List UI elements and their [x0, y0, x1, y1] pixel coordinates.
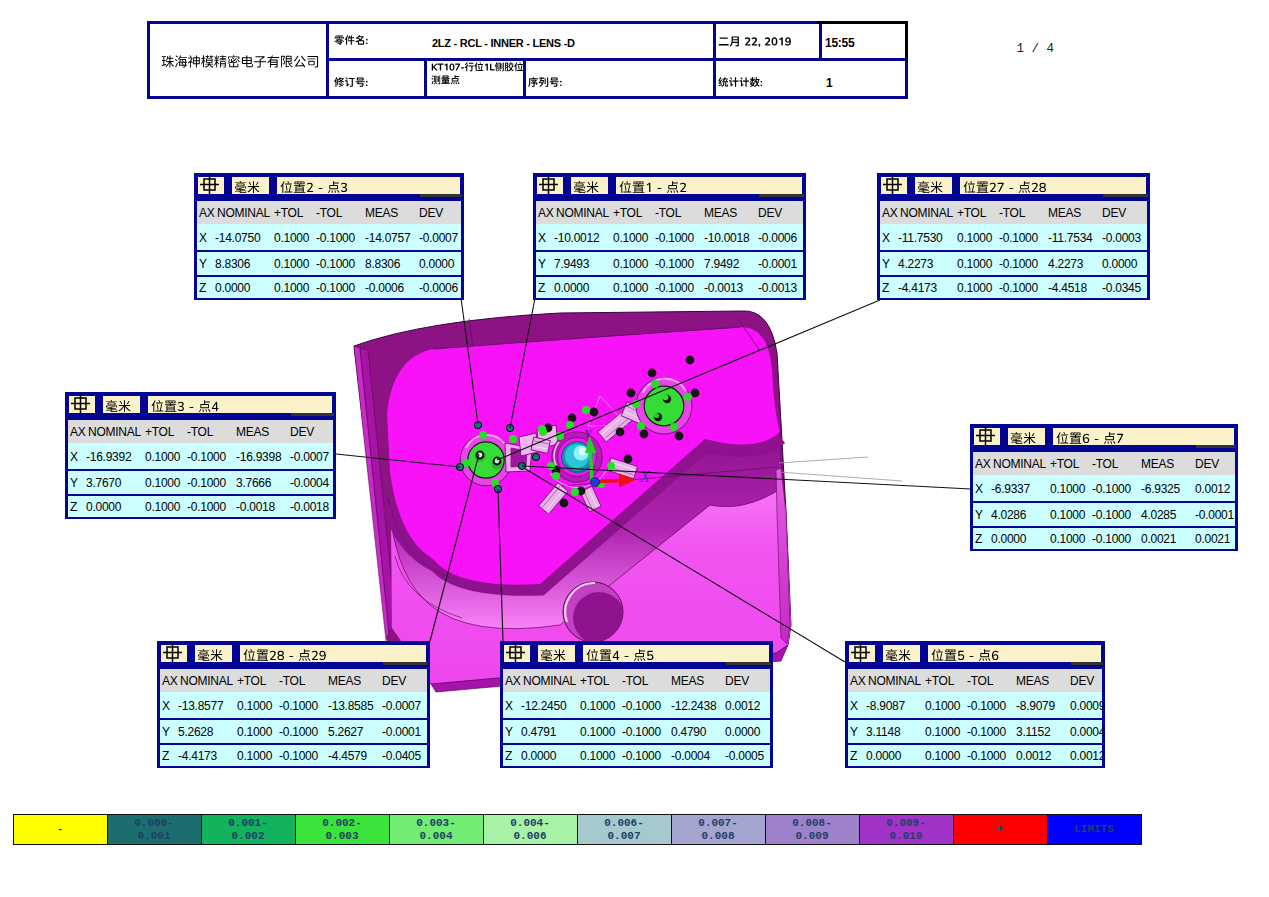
- svg-text:X: X: [639, 468, 651, 485]
